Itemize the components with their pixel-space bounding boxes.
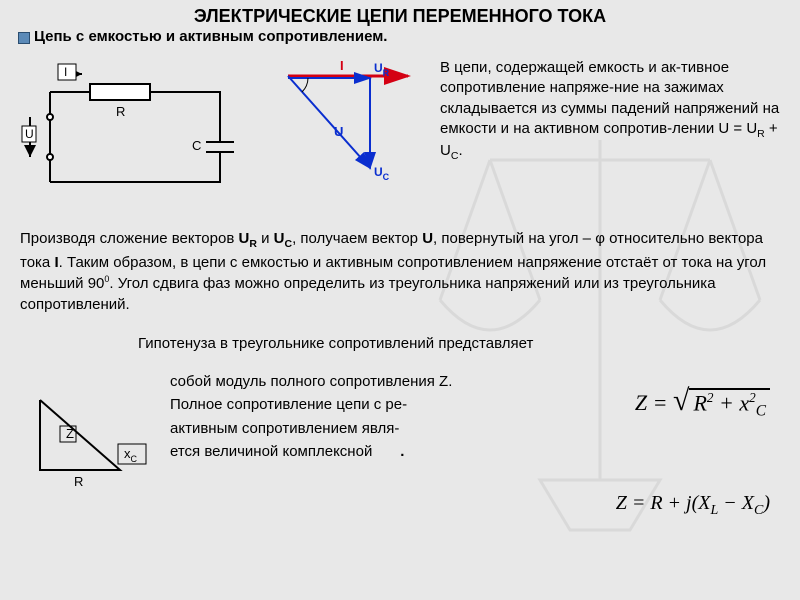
right-paragraph: В цепи, содержащей емкость и ак-тивное с… (440, 58, 788, 163)
circuit-label-U: U (25, 127, 34, 141)
tri-label-R: R (74, 474, 83, 489)
tri-label-Z: Z (66, 426, 74, 441)
vector-diagram: I UR U UC (278, 56, 438, 196)
middle-paragraph: Производя сложение векторов UR и UC, пол… (20, 228, 780, 315)
page-title: ЭЛЕКТРИЧЕСКИЕ ЦЕПИ ПЕРЕМЕННОГО ТОКА (0, 6, 800, 27)
tri-label-Xc: xC (124, 446, 138, 464)
bullet-icon (18, 32, 30, 44)
subtitle: Цепь с емкостью и активным сопротивление… (34, 28, 387, 45)
circuit-label-R: R (116, 104, 125, 119)
formula-z-complex: Z = R + j(XL − XC) (616, 492, 770, 519)
formula-z-magnitude: Z = √R2 + x2C (635, 384, 770, 420)
circuit-label-C: C (192, 138, 201, 153)
circuit-diagram: I R C U (20, 62, 250, 202)
vec-label-U: U (334, 124, 343, 139)
circuit-label-I: I (64, 65, 67, 79)
vec-label-I: I (340, 58, 344, 73)
impedance-triangle: R Z xC (30, 390, 150, 490)
vec-label-UC: UC (374, 165, 390, 182)
overlap-text: Гипотенуза в треугольнике сопротивлений … (138, 333, 533, 354)
